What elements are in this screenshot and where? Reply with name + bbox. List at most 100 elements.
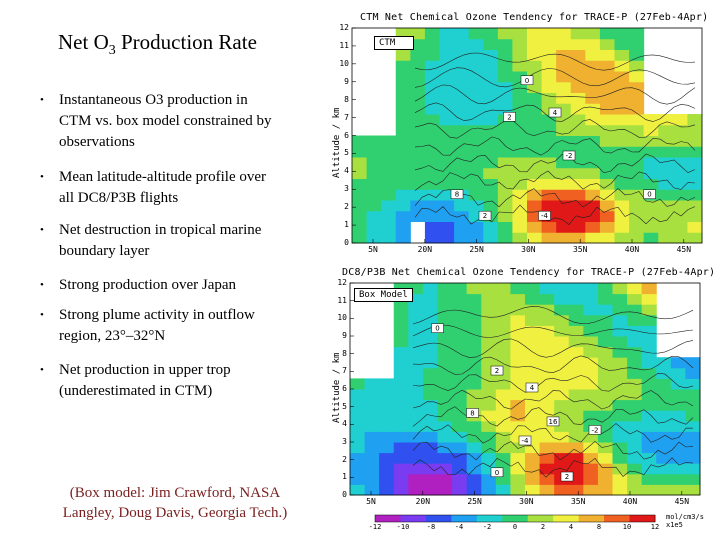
bullet-item: • Net destruction in tropical marine bound… bbox=[40, 220, 261, 262]
chart-label-box: Box Model bbox=[354, 288, 413, 302]
heatmap-cells bbox=[352, 28, 703, 244]
colorbar-tick-label: 4 bbox=[568, 523, 574, 531]
contour-label-box bbox=[588, 425, 602, 435]
contour-label-box bbox=[503, 112, 516, 122]
colorbar-tick-label: -2 bbox=[482, 523, 492, 531]
colorbar-tick-label: -10 bbox=[396, 523, 410, 531]
ctm-chart-plot: 0 2 4 8 -2 -4 0 2 bbox=[351, 27, 703, 244]
colorbar-swatch bbox=[604, 515, 631, 522]
x-tick-label: 5N bbox=[366, 497, 376, 506]
bullet-item: • Mean latitude-altitude profile over all … bbox=[40, 167, 266, 209]
x-tick-label: 40N bbox=[624, 245, 640, 254]
contour-label: 2 bbox=[565, 473, 569, 481]
contour-labels: 0 2 4 8 16 -2 -4 0 2 bbox=[431, 323, 602, 482]
contour-label-box bbox=[562, 150, 576, 161]
contour-label-box bbox=[518, 435, 532, 446]
colorbar-swatch bbox=[578, 515, 605, 522]
contour-label: -2 bbox=[592, 426, 599, 434]
contour-label: 2 bbox=[507, 113, 511, 121]
colorbar-unit-line-2: x1e5 bbox=[666, 521, 683, 529]
bullet-line: all DC8/P3B flights bbox=[59, 190, 179, 206]
contour-label-box bbox=[538, 210, 551, 221]
y-tick-label: 5 bbox=[342, 401, 347, 411]
x-tick-label: 25N bbox=[469, 245, 484, 254]
x-tick-label: 45N bbox=[674, 497, 690, 506]
contour-label: -4 bbox=[541, 212, 549, 220]
contour-label-box bbox=[450, 189, 464, 199]
colorbar-unit: mol/cm3/s x1e5 bbox=[666, 513, 704, 529]
bullet-line: observations bbox=[59, 134, 135, 150]
contour-label: 2 bbox=[483, 212, 487, 220]
y-tick-label: 8 bbox=[342, 348, 347, 358]
y-tick-label: 11 bbox=[339, 40, 349, 50]
colorbar-swatch bbox=[451, 515, 478, 522]
bullet-item: • Strong plume activity in outflow region,… bbox=[40, 305, 255, 347]
ctm-chart: CTM Net Chemical Ozone Tendency for TRAC… bbox=[330, 8, 720, 260]
y-tick-label: 6 bbox=[344, 130, 349, 140]
y-tick-label: 3 bbox=[344, 184, 349, 194]
x-tick-label: 35N bbox=[572, 245, 588, 254]
colorbar-swatch bbox=[425, 515, 452, 522]
slide-title: Net O3 Production Rate bbox=[58, 30, 257, 59]
chart-title: CTM Net Chemical Ozone Tendency for TRAC… bbox=[360, 12, 709, 23]
contour-label-box bbox=[431, 323, 444, 333]
colorbar-swatch bbox=[629, 515, 656, 522]
contour-label: 0 bbox=[525, 77, 529, 85]
bullet-line: (underestimated in CTM) bbox=[59, 383, 213, 399]
x-tick-label: 25N bbox=[467, 497, 482, 506]
y-tick-label: 1 bbox=[342, 472, 347, 482]
x-tick-label: 5N bbox=[368, 245, 378, 254]
bullet-line: Net production in upper trop bbox=[59, 362, 231, 378]
colorbar-tick-label: 12 bbox=[650, 523, 660, 531]
bullet-line: CTM vs. box model constrained by bbox=[59, 113, 272, 129]
colorbar-tick-label: -12 bbox=[368, 523, 382, 531]
contour-label-box bbox=[490, 365, 504, 376]
contour-label-box bbox=[560, 471, 574, 482]
x-tick-label: 35N bbox=[570, 497, 586, 506]
box-model-chart-plot: 0 2 4 8 16 -2 -4 0 2 bbox=[349, 282, 701, 523]
contour-labels: 0 2 4 8 -2 -4 0 2 bbox=[450, 75, 656, 221]
bullet-dot-icon: • bbox=[40, 279, 44, 291]
bullet-dot-icon: • bbox=[40, 364, 44, 376]
y-tick-label: 6 bbox=[342, 384, 347, 393]
y-tick-label: 0 bbox=[342, 490, 347, 499]
credit-line-2: Langley, Doug Davis, Georgia Tech.) bbox=[62, 505, 288, 521]
colorbar-tick-label: 10 bbox=[622, 523, 632, 531]
contour-label-box bbox=[546, 416, 560, 427]
heatmap-cells bbox=[350, 283, 701, 496]
colorbar-swatch bbox=[400, 515, 427, 522]
bullet-line: Strong production over Japan bbox=[59, 277, 237, 293]
bullet-dot-icon: • bbox=[40, 171, 44, 183]
credit-line-1: (Box model: Jim Crawford, NASA bbox=[69, 485, 281, 501]
contour-label: -4 bbox=[522, 437, 530, 445]
y-tick-label: 12 bbox=[337, 278, 347, 287]
colorbar-tick-label: -8 bbox=[426, 523, 436, 531]
y-tick-label: 0 bbox=[344, 238, 349, 247]
contour-lines bbox=[412, 306, 694, 478]
colorbar-tick-label: -4 bbox=[454, 523, 464, 531]
y-tick-label: 8 bbox=[344, 94, 349, 104]
colorbar-swatch bbox=[553, 515, 580, 522]
x-tick-label: 30N bbox=[521, 245, 536, 254]
contour-label: 0 bbox=[647, 191, 651, 199]
x-tick-label: 30N bbox=[519, 497, 534, 506]
contour-label: -2 bbox=[566, 152, 573, 160]
bullet-item: • Net production in upper trop (underestim… bbox=[40, 360, 231, 402]
colorbar-swatch bbox=[476, 515, 503, 522]
colorbar-unit-line-1: mol/cm3/s bbox=[666, 513, 704, 521]
colorbar-tick-label: 8 bbox=[596, 523, 602, 531]
colorbar-tick-label: 2 bbox=[540, 523, 546, 531]
bullet-line: region, 23°–32°N bbox=[59, 328, 166, 344]
y-tick-label: 2 bbox=[342, 454, 347, 464]
contour-label: 0 bbox=[495, 469, 499, 477]
x-tick-label: 45N bbox=[676, 245, 692, 254]
bullet-dot-icon: • bbox=[40, 224, 44, 236]
bullet-dot-icon: • bbox=[40, 94, 44, 106]
bullet-dot-icon: • bbox=[40, 309, 44, 321]
bullet-item: • Strong production over Japan bbox=[40, 275, 236, 296]
y-tick-label: 9 bbox=[344, 76, 349, 86]
colorbar-tick-label: 0 bbox=[512, 523, 518, 531]
colorbar-swatch bbox=[502, 515, 529, 522]
contour-label-box bbox=[478, 210, 492, 221]
contour-label: 8 bbox=[470, 409, 474, 417]
